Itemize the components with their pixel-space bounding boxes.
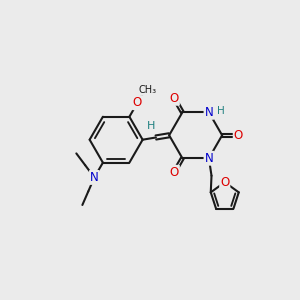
Text: O: O xyxy=(170,166,179,179)
Text: O: O xyxy=(234,129,243,142)
Text: H: H xyxy=(218,106,225,116)
Text: O: O xyxy=(133,96,142,109)
Text: O: O xyxy=(220,176,230,189)
Text: H: H xyxy=(147,121,156,131)
Text: CH₃: CH₃ xyxy=(139,85,157,95)
Text: N: N xyxy=(205,152,213,165)
Text: N: N xyxy=(205,106,213,119)
Text: N: N xyxy=(90,171,99,184)
Text: O: O xyxy=(170,92,179,105)
